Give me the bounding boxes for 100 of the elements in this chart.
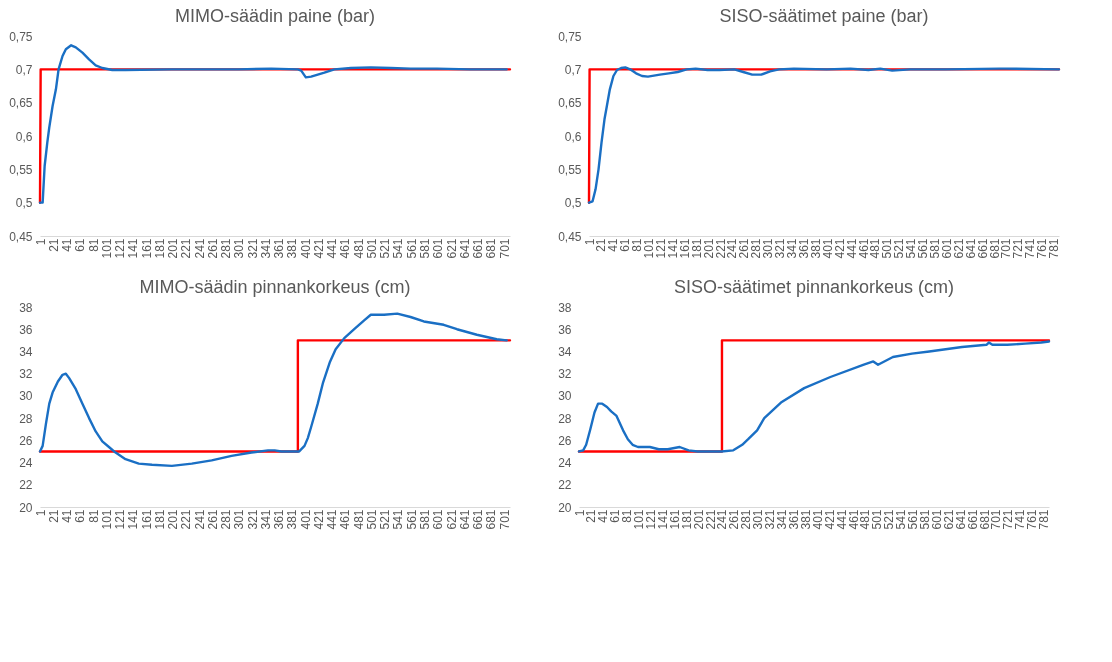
x-tick-label: 281 [219,238,234,259]
x-tick-label: 201 [166,238,181,259]
x-tick-label: 561 [404,238,419,259]
y-tick-label: 26 [558,433,572,448]
x-tick-label: 581 [928,238,942,259]
y-tick-label: 0,7 [564,62,582,77]
y-tick-label: 34 [558,344,572,359]
x-tick-label: 61 [608,509,623,523]
x-tick-label: 381 [808,238,823,259]
x-tick-label: 161 [667,509,682,530]
x-tick-label: 521 [378,509,393,530]
x-tick-label: 181 [689,238,704,259]
x-tick-label: 741 [1023,238,1038,259]
line-series [38,312,508,468]
line-series [38,44,508,204]
x-tick-label: 301 [232,509,247,530]
x-tick-label: 181 [152,238,167,259]
x-tick-label: 261 [727,509,742,530]
x-tick-label: 21 [46,238,61,252]
x-tick-label: 681 [484,509,499,530]
x-tick-label: 21 [594,238,609,252]
x-tick-label: 481 [868,238,883,259]
x-tick-label: 401 [810,509,825,530]
x-tick-label: 361 [272,238,287,259]
x-tick-label: 321 [763,509,778,530]
x-tick-label: 181 [679,509,694,530]
x-tick-label: 501 [364,238,379,259]
x-tick-label: 401 [298,509,313,530]
x-tick-label: 341 [258,238,273,259]
x-tick-label: 281 [219,509,234,530]
x-tick-label: 441 [844,238,859,259]
x-tick-label: 361 [272,509,287,530]
x-tick-label: 701 [497,509,512,530]
x-tick-label: 401 [298,238,313,259]
x-tick-label: 701 [497,238,512,259]
x-tick-label: 201 [166,509,181,530]
x-tick-label: 261 [205,238,220,259]
x-tick-label: 221 [179,509,194,530]
x-tick-label: 1 [582,238,597,246]
x-tick-label: 461 [338,509,353,530]
x-tick-label: 561 [404,509,419,530]
x-tick-label: 721 [1011,238,1026,259]
x-tick-label: 581 [417,509,432,530]
y-tick-label: 38 [558,300,572,315]
x-tick-label: 421 [311,509,326,530]
x-tick-label: 61 [73,238,88,252]
y-tick-label: 22 [19,478,33,493]
x-tick-label: 481 [858,509,873,530]
y-tick-label: 32 [558,367,572,382]
x-tick-label: 321 [245,238,260,259]
x-tick-label: 461 [856,238,871,259]
x-tick-label: 681 [987,238,1002,259]
y-tick-label: 0,55 [558,162,582,177]
x-tick-label: 641 [457,509,472,530]
x-tick-label: 1 [572,509,587,517]
x-tick-label: 261 [205,509,220,530]
x-tick-label: 701 [989,509,1004,530]
x-tick-label: 501 [870,509,885,530]
y-tick-label: 36 [19,322,33,337]
y-tick-label: 0,75 [9,29,33,44]
x-tick-label: 81 [630,238,645,252]
y-tick-label: 30 [19,389,33,404]
y-tick-label: 0,45 [558,229,582,244]
y-tick-label: 0,7 [15,62,33,77]
y-tick-label: 24 [19,456,33,471]
x-tick-label: 141 [126,509,141,530]
x-tick-label: 661 [471,509,486,530]
x-tick-label: 521 [882,509,897,530]
x-tick-label: 41 [60,238,75,252]
x-tick-label: 641 [953,509,968,530]
x-tick-label: 141 [126,238,141,259]
x-tick-label: 201 [701,238,716,259]
x-tick-label: 321 [773,238,788,259]
x-tick-label: 281 [739,509,754,530]
x-tick-label: 541 [391,238,406,259]
x-tick-label: 121 [113,238,128,259]
x-tick-label: 161 [677,238,692,259]
x-tick-label: 421 [832,238,847,259]
x-tick-label: 481 [351,238,366,259]
x-tick-label: 221 [179,238,194,259]
chart-title: MIMO-säädin paine (bar) [174,6,376,26]
x-tick-label: 21 [46,509,61,523]
x-tick-label: 621 [444,509,459,530]
x-tick-label: 341 [258,509,273,530]
y-tick-label: 0,5 [15,196,33,211]
y-tick-label: 0,6 [15,129,33,144]
x-tick-label: 541 [391,509,406,530]
y-tick-label: 20 [19,500,33,515]
x-tick-label: 641 [457,238,472,259]
x-tick-label: 121 [113,509,128,530]
x-tick-label: 241 [715,509,730,530]
x-tick-label: 441 [325,509,340,530]
x-tick-label: 321 [245,509,260,530]
y-tick-label: 20 [558,500,572,515]
x-tick-label: 241 [192,509,207,530]
x-tick-label: 21 [584,509,599,523]
x-tick-label: 521 [892,238,907,259]
x-tick-label: 401 [820,238,835,259]
x-tick-label: 681 [977,509,992,530]
chart-title: MIMO-säädin pinnankorkeus (cm) [139,277,411,297]
